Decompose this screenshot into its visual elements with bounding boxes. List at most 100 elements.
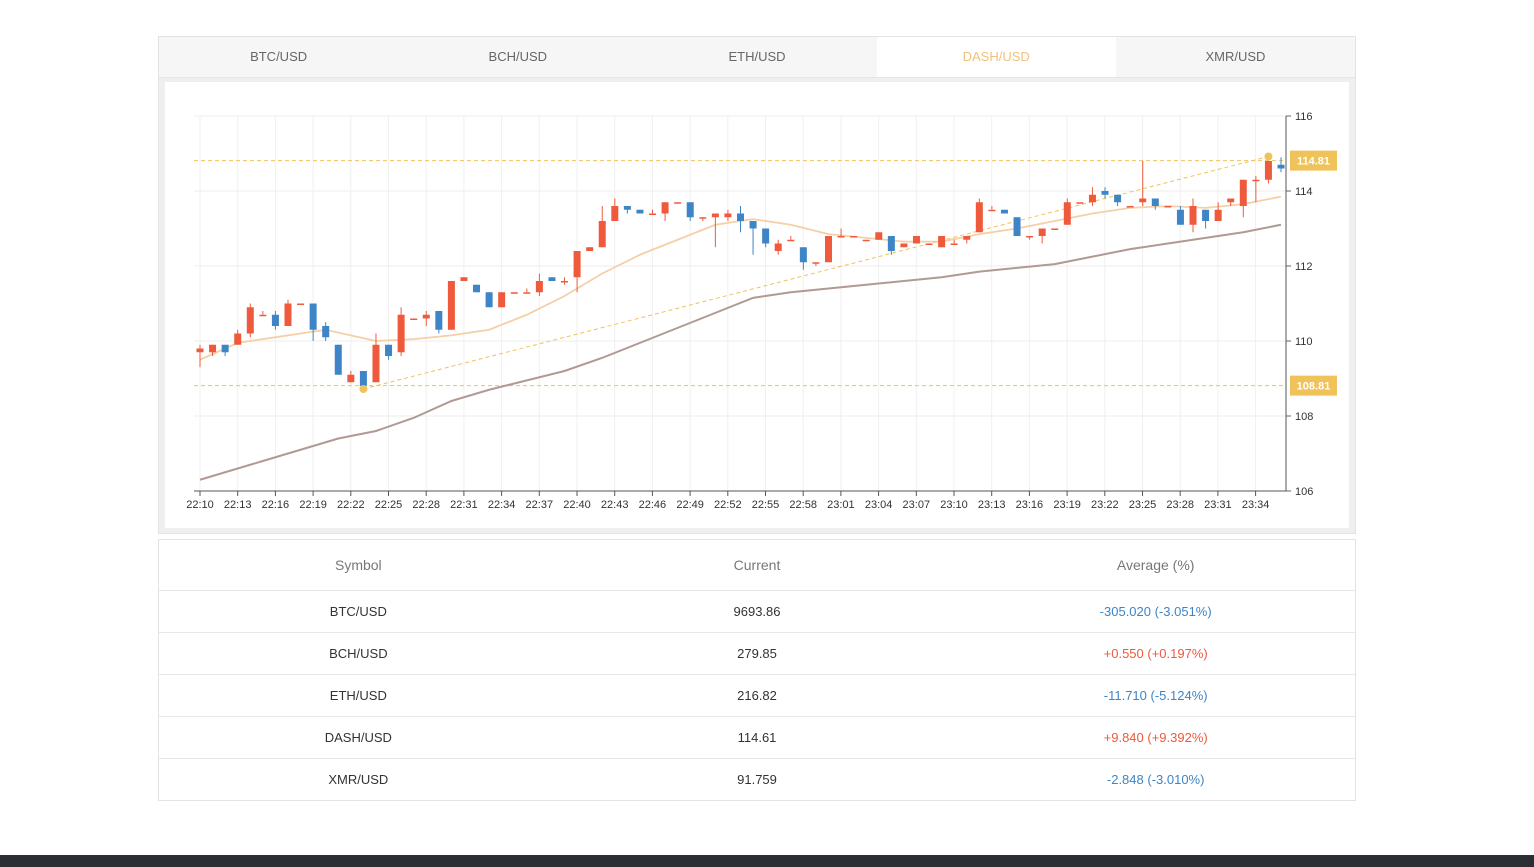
candle-body (862, 239, 870, 242)
symbol-cell: ETH/USD (329, 688, 387, 703)
candlestick-chart[interactable]: 106 108 110 112 114 116 22:10 22:13 22:16 22:19 22… (159, 37, 1359, 537)
candle-body (1214, 209, 1222, 221)
candle-body (925, 243, 933, 245)
candle-body (385, 344, 393, 356)
symbol-cell: BCH/USD (329, 646, 388, 661)
candle-body (661, 202, 669, 214)
table-row[interactable]: XMR/USD 91.759 -2.848 (-3.010%) (159, 758, 1355, 800)
candle-body (1151, 198, 1159, 206)
candle-body (799, 247, 807, 263)
x-tick-label: 22:55 (752, 499, 780, 511)
candle-body (912, 236, 920, 244)
candle-body (699, 217, 707, 219)
candle-body (774, 243, 782, 251)
candle-body (435, 311, 443, 330)
header-symbol: Symbol (334, 557, 382, 573)
x-tick-label: 22:28 (412, 499, 440, 511)
candle-body (1038, 228, 1046, 236)
x-tick-label: 23:25 (1129, 499, 1157, 511)
candle-body (1139, 198, 1147, 203)
y-tick-label: 116 (1295, 111, 1313, 123)
x-tick-label: 22:43 (601, 499, 629, 511)
tab-eth-usd[interactable]: ETH/USD (728, 49, 786, 64)
x-tick-label: 22:22 (337, 499, 365, 511)
candle-body (259, 314, 267, 317)
y-tick-label: 114 (1295, 186, 1313, 198)
candle-body (988, 209, 996, 212)
header-current: Current (733, 557, 781, 573)
candle-body (573, 251, 581, 278)
candle-body (950, 243, 958, 245)
tab-btc-usd[interactable]: BTC/USD (250, 49, 308, 64)
candle-body (1239, 179, 1247, 206)
x-tick-label: 22:37 (526, 499, 554, 511)
candle-body (837, 236, 845, 238)
candle-body (422, 314, 430, 319)
table-row[interactable]: DASH/USD 114.61 +9.840 (+9.392%) (159, 716, 1355, 758)
candle-body (1114, 194, 1122, 203)
tab-bch-usd[interactable]: BCH/USD (488, 49, 548, 64)
x-tick-label: 22:40 (563, 499, 591, 511)
price-table: Symbol Current Average (%) BTC/USD 9693.… (158, 539, 1356, 801)
candle-body (1189, 206, 1197, 225)
candle-body (1164, 206, 1172, 208)
table-row[interactable]: BTC/USD 9693.86 -305.020 (-3.051%) (159, 590, 1355, 632)
candle-body (586, 247, 594, 251)
current-cell: 216.82 (737, 688, 777, 703)
x-tick-label: 23:04 (865, 499, 893, 511)
chart-panel: BTC/USD BCH/USD ETH/USD DASH/USD XMR/USD… (158, 36, 1356, 534)
candle-body (347, 374, 355, 383)
candle-body (1126, 206, 1134, 208)
candle-body (623, 206, 631, 210)
symbol-cell: BTC/USD (329, 604, 387, 619)
candle-body (271, 314, 279, 326)
x-tick-label: 23:34 (1242, 499, 1270, 511)
header-average: Average (%) (1116, 557, 1195, 573)
candle-body (1000, 209, 1008, 214)
min-point-marker (359, 385, 368, 393)
candle-body (309, 303, 317, 330)
tab-dash-usd[interactable]: DASH/USD (876, 37, 1116, 77)
y-tick-label: 112 (1295, 261, 1313, 273)
current-cell: 91.759 (737, 772, 777, 787)
candle-body (686, 202, 694, 218)
average-cell: -2.848 (-3.010%) (1106, 772, 1205, 787)
y-tick-label: 108 (1295, 411, 1313, 423)
footer-bar (0, 855, 1534, 867)
candle-body (900, 243, 908, 248)
candle-body (1013, 217, 1021, 236)
average-cell: +9.840 (+9.392%) (1103, 730, 1208, 745)
min-value-tag-bg (1290, 375, 1337, 396)
candle-body (674, 202, 682, 204)
table-header-row: Symbol Current Average (%) (159, 540, 1355, 590)
candle-body (1202, 209, 1210, 221)
candle-body (975, 202, 983, 233)
x-tick-label: 22:58 (789, 499, 817, 511)
candle-body (322, 326, 330, 338)
x-tick-label: 22:16 (262, 499, 290, 511)
table-row[interactable]: ETH/USD 216.82 -11.710 (-5.124%) (159, 674, 1355, 716)
candle-body (510, 292, 518, 294)
x-tick-label: 22:13 (224, 499, 252, 511)
current-cell: 9693.86 (733, 604, 781, 619)
average-cell: +0.550 (+0.197%) (1103, 646, 1208, 661)
max-value-tag-bg (1290, 150, 1337, 171)
table-row[interactable]: BCH/USD 279.85 +0.550 (+0.197%) (159, 632, 1355, 674)
candle-body (498, 292, 506, 308)
x-tick-label: 23:13 (978, 499, 1006, 511)
x-tick-label: 22:52 (714, 499, 742, 511)
x-tick-label: 22:25 (375, 499, 403, 511)
candle-body (1277, 164, 1285, 169)
x-tick-label: 22:19 (299, 499, 327, 511)
candle-body (548, 277, 556, 281)
x-tick-label: 23:22 (1091, 499, 1119, 511)
tab-xmr-usd[interactable]: XMR/USD (1205, 49, 1266, 64)
candle-body (749, 221, 757, 229)
y-tick-label: 106 (1295, 486, 1313, 498)
candle-body (196, 348, 204, 353)
x-tick-label: 22:46 (639, 499, 667, 511)
candle-body (284, 303, 292, 326)
x-tick-label: 23:28 (1166, 499, 1194, 511)
candle-body (649, 213, 657, 215)
candle-body (234, 333, 242, 345)
